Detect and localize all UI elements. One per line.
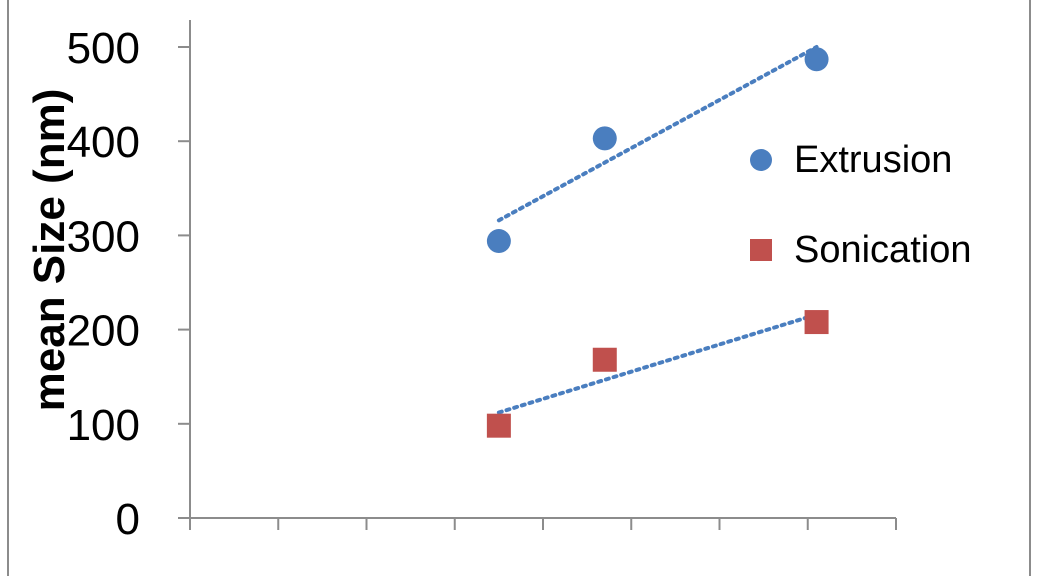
trendline-extrusion bbox=[496, 45, 819, 223]
trendline-sonication bbox=[496, 312, 819, 415]
y-tick-label: 400 bbox=[67, 118, 140, 167]
y-axis-ticks bbox=[178, 46, 190, 519]
y-tick-label: 0 bbox=[116, 495, 140, 544]
legend-label-sonication: Sonication bbox=[794, 229, 971, 271]
y-tick-label: 300 bbox=[67, 212, 140, 261]
x-axis-ticks bbox=[189, 518, 897, 530]
legend-marker-sonication bbox=[750, 239, 772, 261]
y-tick-label: 100 bbox=[67, 401, 140, 450]
legend-marker-extrusion bbox=[750, 149, 772, 171]
data-point-sonication bbox=[592, 347, 617, 372]
data-point-extrusion bbox=[804, 47, 829, 72]
data-point-sonication bbox=[804, 310, 829, 335]
data-point-sonication bbox=[486, 413, 511, 438]
y-axis-title: mean Size (nm) bbox=[25, 89, 74, 412]
y-tick-label: 200 bbox=[67, 307, 140, 356]
y-tick-label: 500 bbox=[67, 24, 140, 73]
legend-label-extrusion: Extrusion bbox=[794, 139, 952, 181]
data-point-extrusion bbox=[592, 126, 617, 151]
data-point-extrusion bbox=[486, 229, 511, 254]
y-axis-tick-labels: 0 100 200 300 400 500 bbox=[67, 24, 140, 544]
data-markers bbox=[486, 47, 829, 438]
chart-border bbox=[7, 0, 1031, 581]
legend: Extrusion Sonication bbox=[750, 139, 971, 271]
trendlines bbox=[496, 45, 819, 415]
